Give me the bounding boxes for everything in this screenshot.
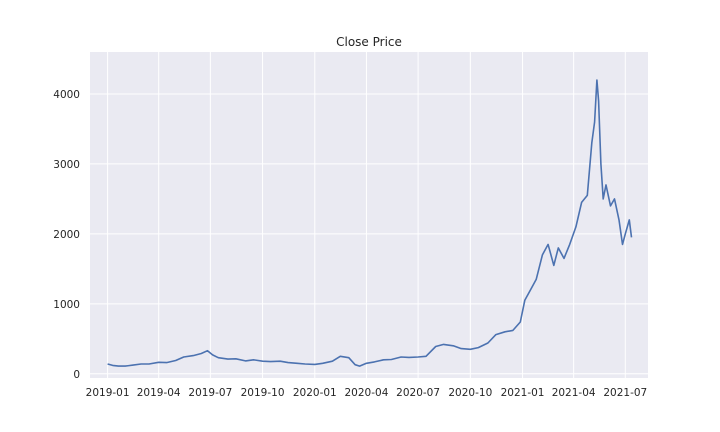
y-tick-label: 1000: [53, 299, 80, 311]
x-tick-label: 2021-07: [603, 387, 647, 399]
x-tick-label: 2019-10: [241, 387, 285, 399]
series-group: [107, 79, 633, 367]
x-tick-label: 2019-01: [86, 387, 130, 399]
grid: [90, 52, 648, 378]
y-tick-label: 3000: [53, 159, 80, 171]
y-tick-label: 4000: [53, 89, 80, 101]
x-tick-label: 2019-04: [137, 387, 181, 399]
x-tick-label: 2019-07: [188, 387, 232, 399]
x-tick-label: 2020-01: [293, 387, 337, 399]
x-tick-label: 2021-01: [501, 387, 545, 399]
chart-title: Close Price: [336, 35, 402, 49]
series-line: [107, 79, 633, 367]
plot-background: [90, 52, 648, 378]
x-tick-label: 2020-04: [345, 387, 389, 399]
y-tick-label: 0: [73, 369, 80, 381]
y-axis: 0 1000 2000 3000 4000: [53, 89, 80, 381]
x-tick-label: 2021-04: [552, 387, 596, 399]
x-tick-label: 2020-10: [448, 387, 492, 399]
x-axis: 2019-01 2019-04 2019-07 2019-10 2020-01 2020-…: [86, 387, 648, 399]
y-tick-label: 2000: [53, 229, 80, 241]
x-tick-label: 2020-07: [396, 387, 440, 399]
